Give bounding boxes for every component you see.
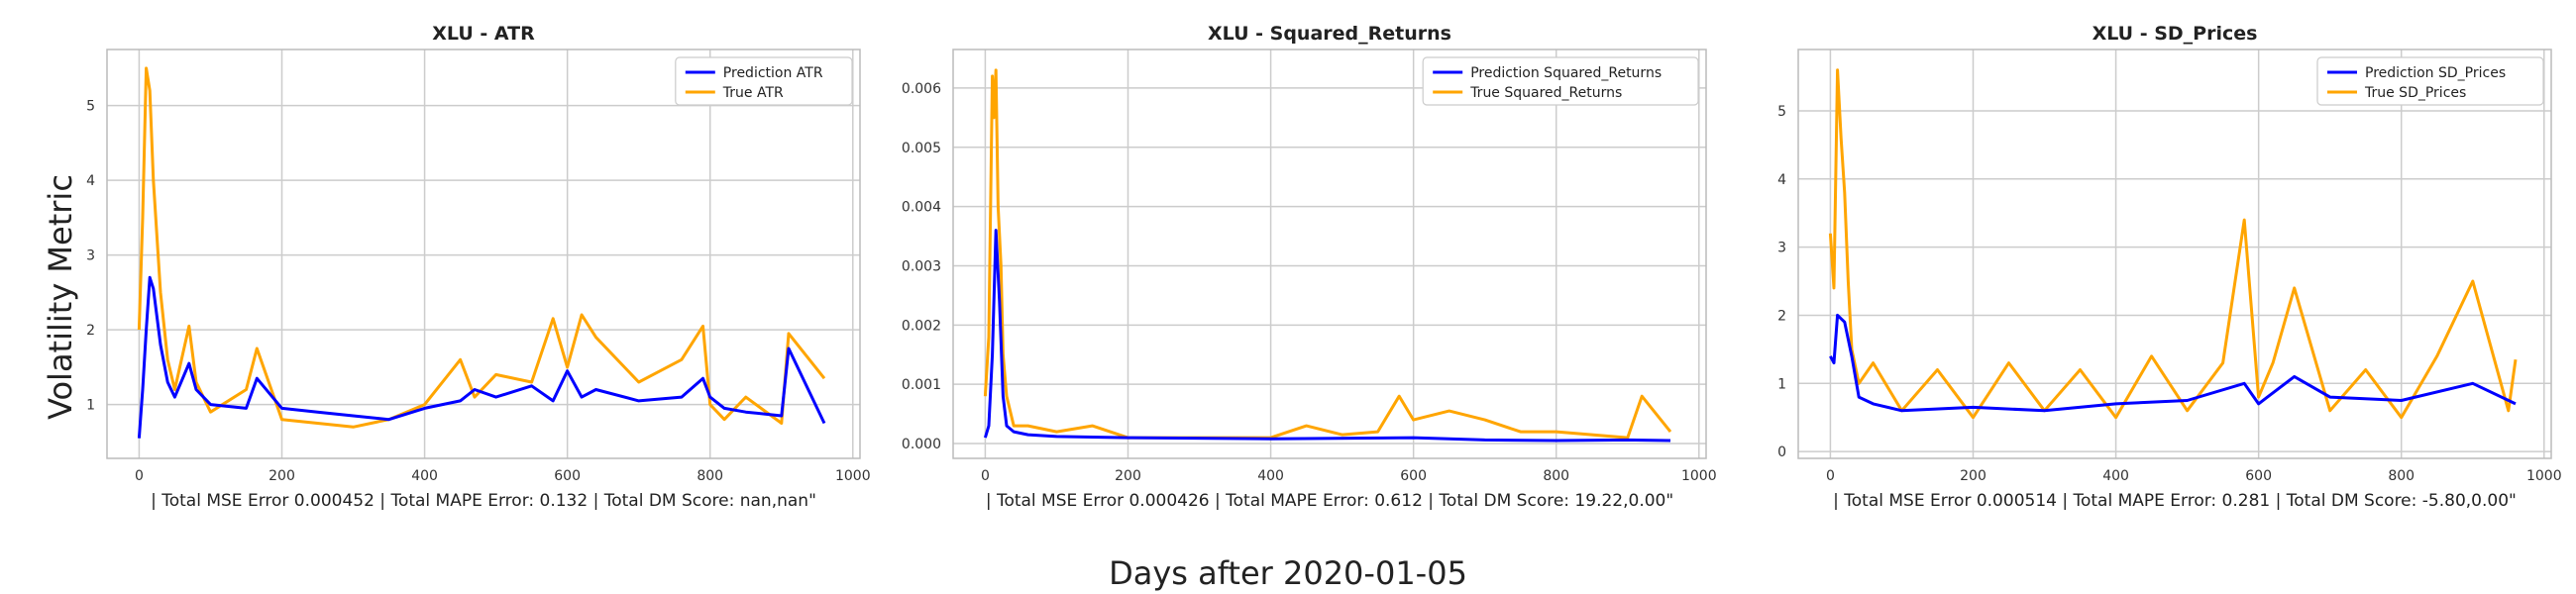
legend-entry: Prediction ATR bbox=[723, 65, 823, 81]
x-tick-label: 1000 bbox=[835, 468, 871, 484]
chart-panel-2: 0 200 400 600 800 1000 0.000 0.001 0.002 0.003 0.0… bbox=[902, 23, 1717, 511]
legend-entry: True Squared_Returns bbox=[1469, 85, 1622, 101]
y-tick-label: 1 bbox=[86, 398, 95, 414]
legend: Prediction SD_Prices True SD_Prices bbox=[2316, 56, 2544, 106]
x-tick-label: 0 bbox=[135, 468, 144, 484]
figure-xlabel: Days after 2020-01-05 bbox=[1109, 554, 1467, 592]
chart-caption: | Total MSE Error 0.000426 | Total MAPE … bbox=[986, 491, 1673, 511]
series-line bbox=[137, 275, 826, 439]
series-line bbox=[1829, 313, 2517, 413]
chart-panel-1: 0 200 400 600 800 1000 1 2 3 4 5 XLU - ATR | Total M… bbox=[86, 23, 871, 511]
series-line bbox=[983, 68, 1672, 440]
x-tick-label: 0 bbox=[1826, 468, 1835, 484]
chart-caption: | Total MSE Error 0.000452 | Total MAPE … bbox=[151, 491, 816, 511]
y-tick-label: 5 bbox=[1777, 104, 1786, 120]
x-tick-label: 1000 bbox=[1681, 468, 1717, 484]
chart-title: XLU - Squared_Returns bbox=[1208, 23, 1451, 45]
x-tick-label: 800 bbox=[1543, 468, 1569, 484]
legend-box bbox=[2316, 56, 2544, 106]
legend-entry: Prediction Squared_Returns bbox=[1470, 65, 1662, 81]
chart-title: XLU - ATR bbox=[432, 23, 535, 45]
plot-frame bbox=[952, 49, 1707, 459]
y-tick-label: 0.005 bbox=[902, 141, 941, 156]
x-tick-label: 1000 bbox=[2526, 468, 2562, 484]
y-tick-label: 4 bbox=[1777, 172, 1786, 188]
x-tick-label: 200 bbox=[268, 468, 295, 484]
y-tick-label: 0.003 bbox=[902, 258, 941, 274]
series-line bbox=[137, 66, 826, 429]
x-tick-label: 800 bbox=[697, 468, 723, 484]
series-line bbox=[1828, 68, 2518, 420]
y-tick-label: 0 bbox=[1777, 445, 1786, 460]
legend-entry: Prediction SD_Prices bbox=[2365, 65, 2506, 81]
y-tick-label: 0.006 bbox=[902, 81, 941, 97]
x-tick-label: 400 bbox=[2102, 468, 2129, 484]
legend: Prediction Squared_Returns True Squared_R… bbox=[1422, 56, 1699, 106]
legend-entry: True SD_Prices bbox=[2364, 85, 2466, 101]
y-tick-label: 4 bbox=[86, 173, 95, 189]
legend-box bbox=[1422, 56, 1699, 106]
chart-panel-3: 0 200 400 600 800 1000 0 1 2 3 4 5 XLU - SD_Prices | … bbox=[1777, 23, 2562, 511]
y-tick-label: 0.004 bbox=[902, 200, 941, 216]
legend-entry: True ATR bbox=[722, 85, 784, 101]
series-line bbox=[983, 229, 1671, 443]
x-tick-label: 800 bbox=[2388, 468, 2415, 484]
chart-caption: | Total MSE Error 0.000514 | Total MAPE … bbox=[1833, 491, 2517, 511]
legend: Prediction ATR True ATR bbox=[675, 56, 853, 106]
y-tick-label: 2 bbox=[1777, 308, 1786, 324]
x-tick-label: 600 bbox=[1400, 468, 1427, 484]
plot-frame bbox=[106, 49, 861, 459]
y-tick-label: 0.001 bbox=[902, 377, 941, 393]
legend-box bbox=[675, 56, 853, 106]
y-tick-label: 3 bbox=[86, 248, 95, 264]
x-tick-label: 400 bbox=[1257, 468, 1284, 484]
y-tick-label: 2 bbox=[86, 323, 95, 339]
y-tick-label: 5 bbox=[86, 99, 95, 115]
x-tick-label: 400 bbox=[411, 468, 438, 484]
x-tick-label: 600 bbox=[554, 468, 581, 484]
x-tick-label: 200 bbox=[1960, 468, 1986, 484]
y-tick-label: 0.002 bbox=[902, 318, 941, 334]
plot-frame bbox=[1797, 49, 2552, 459]
x-tick-label: 0 bbox=[981, 468, 990, 484]
y-tick-label: 3 bbox=[1777, 241, 1786, 256]
y-tick-label: 0.000 bbox=[902, 437, 941, 452]
chart-title: XLU - SD_Prices bbox=[2093, 23, 2258, 45]
x-tick-label: 200 bbox=[1115, 468, 1141, 484]
figure-ylabel: Volatility Metric bbox=[42, 174, 79, 420]
x-tick-label: 600 bbox=[2245, 468, 2272, 484]
y-tick-label: 1 bbox=[1777, 376, 1786, 392]
